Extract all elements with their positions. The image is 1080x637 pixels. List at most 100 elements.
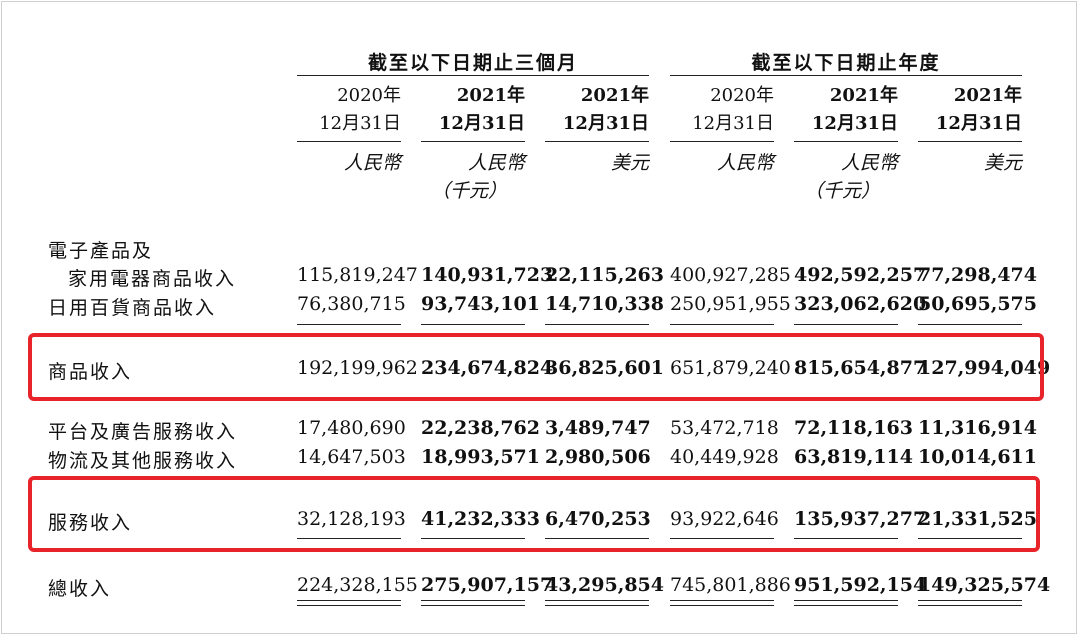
row-label-general: 日用百貨商品收入 [48, 297, 217, 319]
cell-service-0: 32,128,193 [297, 508, 406, 530]
cell-service-3: 93,922,646 [670, 508, 779, 530]
col-rule [794, 141, 898, 142]
service-underline [545, 538, 649, 539]
col-date: 12月31日 [562, 113, 649, 134]
col-header: 2021年 12月31日 [421, 82, 525, 138]
col-year: 2020年 [710, 85, 774, 106]
subtotal-rule [545, 324, 649, 325]
group-header-three-months: 截至以下日期止三個月 [367, 52, 578, 74]
service-underline [421, 538, 525, 539]
cell-general-3: 250,951,955 [670, 293, 791, 315]
cell-electronics-1: 140,931,723 [421, 264, 554, 286]
cell-product-0: 192,199,962 [297, 357, 418, 379]
col-date: 12月31日 [811, 113, 898, 134]
subtotal-rule [918, 324, 1022, 325]
cell-logistics-1: 18,993,571 [421, 446, 540, 468]
cell-product-4: 815,654,877 [794, 357, 927, 379]
currency-label: 美元 [610, 152, 649, 174]
col-rule [421, 141, 525, 142]
cell-total-5: 149,325,574 [918, 574, 1051, 596]
subtotal-rule [421, 324, 525, 325]
row-label-electronics: 家用電器商品收入 [68, 268, 237, 290]
cell-electronics-0: 115,819,247 [297, 264, 418, 286]
highlight-box-service-revenue [28, 476, 1040, 552]
col-date: 12月31日 [319, 113, 401, 134]
col-header: 2021年 12月31日 [918, 82, 1022, 138]
col-date: 12月31日 [935, 113, 1022, 134]
cell-general-4: 323,062,620 [794, 293, 927, 315]
cell-logistics-4: 63,819,114 [794, 446, 913, 468]
currency-label: 人民幣 [716, 152, 774, 174]
col-header: 2020年 12月31日 [670, 82, 774, 138]
cell-logistics-5: 10,014,611 [918, 446, 1037, 468]
row-label-service: 服務收入 [48, 512, 133, 534]
col-year: 2020年 [337, 85, 401, 106]
cell-total-4: 951,592,154 [794, 574, 927, 596]
cell-product-1: 234,674,824 [421, 357, 554, 379]
cell-electronics-5: 77,298,474 [918, 264, 1037, 286]
service-underline [918, 538, 1022, 539]
cell-general-2: 14,710,338 [545, 293, 664, 315]
row-label-logistics: 物流及其他服務收入 [48, 450, 238, 472]
total-double-underline [545, 600, 649, 606]
cell-product-3: 651,879,240 [670, 357, 791, 379]
service-underline [794, 538, 898, 539]
col-rule [670, 141, 774, 142]
subtotal-rule [297, 324, 401, 325]
currency-label: 美元 [983, 152, 1022, 174]
total-double-underline [670, 600, 774, 606]
cell-general-5: 50,695,575 [918, 293, 1037, 315]
cell-platform-5: 11,316,914 [918, 417, 1037, 439]
highlight-box-product-revenue [28, 333, 1044, 401]
service-underline [297, 538, 401, 539]
cell-general-1: 93,743,101 [421, 293, 540, 315]
row-label-product: 商品收入 [48, 361, 133, 383]
col-year: 2021年 [829, 85, 898, 106]
total-double-underline [421, 600, 525, 606]
currency-label: 人民幣 [343, 152, 401, 174]
cell-total-0: 224,328,155 [297, 574, 418, 596]
total-double-underline [297, 600, 401, 606]
col-header: 2020年 12月31日 [297, 82, 401, 138]
group-rule-year [670, 75, 1022, 76]
currency-label: 人民幣 [467, 152, 525, 174]
service-underline [670, 538, 774, 539]
cell-general-0: 76,380,715 [297, 293, 406, 315]
cell-logistics-2: 2,980,506 [545, 446, 651, 468]
col-year: 2021年 [580, 85, 649, 106]
cell-logistics-0: 14,647,503 [297, 446, 406, 468]
cell-electronics-2: 22,115,263 [545, 264, 664, 286]
cell-total-2: 43,295,854 [545, 574, 664, 596]
col-rule [545, 141, 649, 142]
cell-product-5: 127,994,049 [918, 357, 1051, 379]
cell-service-4: 135,937,277 [794, 508, 927, 530]
cell-total-1: 275,907,157 [421, 574, 554, 596]
col-header: 2021年 12月31日 [794, 82, 898, 138]
cell-platform-0: 17,480,690 [297, 417, 406, 439]
row-label-total: 總收入 [48, 578, 112, 600]
cell-total-3: 745,801,886 [670, 574, 791, 596]
cell-platform-1: 22,238,762 [421, 417, 540, 439]
group-header-year: 截至以下日期止年度 [751, 52, 941, 74]
total-double-underline [918, 600, 1022, 606]
col-date: 12月31日 [692, 113, 774, 134]
group-rule-three-months [297, 75, 649, 76]
col-rule [297, 141, 401, 142]
cell-electronics-3: 400,927,285 [670, 264, 791, 286]
subtotal-rule [670, 324, 774, 325]
row-label-platform: 平台及廣告服務收入 [48, 421, 238, 443]
col-header: 2021年 12月31日 [545, 82, 649, 138]
cell-service-2: 6,470,253 [545, 508, 651, 530]
col-year: 2021年 [456, 85, 525, 106]
col-date: 12月31日 [438, 113, 525, 134]
total-double-underline [794, 600, 898, 606]
cell-electronics-4: 492,592,257 [794, 264, 927, 286]
currency-label: 人民幣 [840, 152, 898, 174]
row-label-electronics-line1: 電子產品及 [48, 240, 154, 262]
cell-logistics-3: 40,449,928 [670, 446, 779, 468]
cell-platform-4: 72,118,163 [794, 417, 913, 439]
cell-service-5: 21,331,525 [918, 508, 1037, 530]
subtotal-rule [794, 324, 898, 325]
cell-platform-2: 3,489,747 [545, 417, 651, 439]
